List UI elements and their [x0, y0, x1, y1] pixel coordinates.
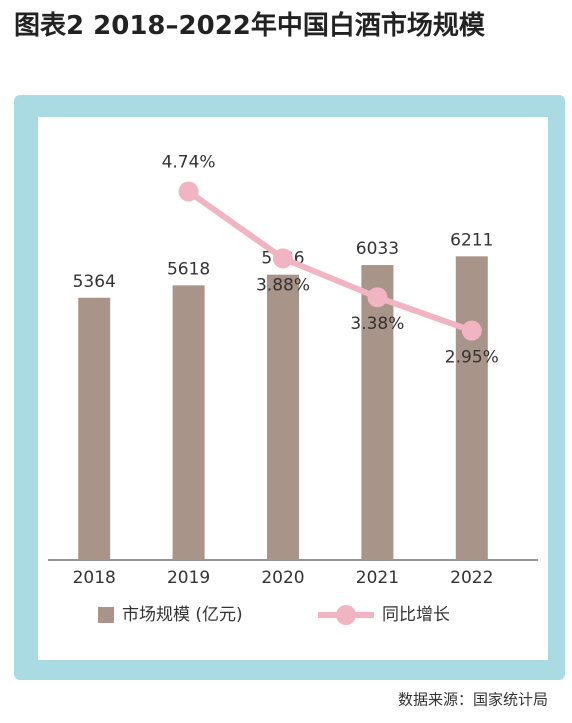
legend-label: 市场规模 (亿元) — [122, 605, 243, 625]
line-label: 2.95% — [445, 348, 499, 368]
bar-label: 5364 — [73, 272, 116, 292]
line-marker — [273, 248, 293, 269]
chart-title: 图表2 2018–2022年中国白酒市场规模 — [14, 11, 485, 41]
x-tick-label: 2021 — [356, 568, 399, 588]
bar — [78, 297, 111, 560]
line-marker — [367, 287, 388, 308]
x-tick-label: 2018 — [73, 568, 116, 588]
x-tick-label: 2020 — [261, 568, 304, 588]
line-marker — [178, 181, 199, 202]
x-tick-label: 2019 — [167, 568, 210, 588]
line-label: 4.74% — [162, 153, 216, 173]
bar — [361, 265, 394, 560]
bar-label: 6211 — [450, 230, 493, 250]
bar-label: 6033 — [356, 239, 399, 259]
bar-label: 5618 — [167, 259, 210, 279]
line — [186, 189, 473, 334]
bar — [455, 256, 488, 560]
line-marker — [461, 320, 482, 341]
legend-swatch — [336, 605, 356, 625]
legend-swatch — [98, 607, 114, 623]
source: 数据来源：国家统计局 — [398, 691, 548, 709]
legend-label: 同比增长 — [382, 605, 450, 625]
x-tick-label: 2022 — [450, 568, 493, 588]
bar — [172, 285, 205, 560]
line-label: 3.38% — [350, 314, 404, 334]
line-label: 3.88% — [256, 275, 310, 295]
bar — [267, 274, 299, 560]
